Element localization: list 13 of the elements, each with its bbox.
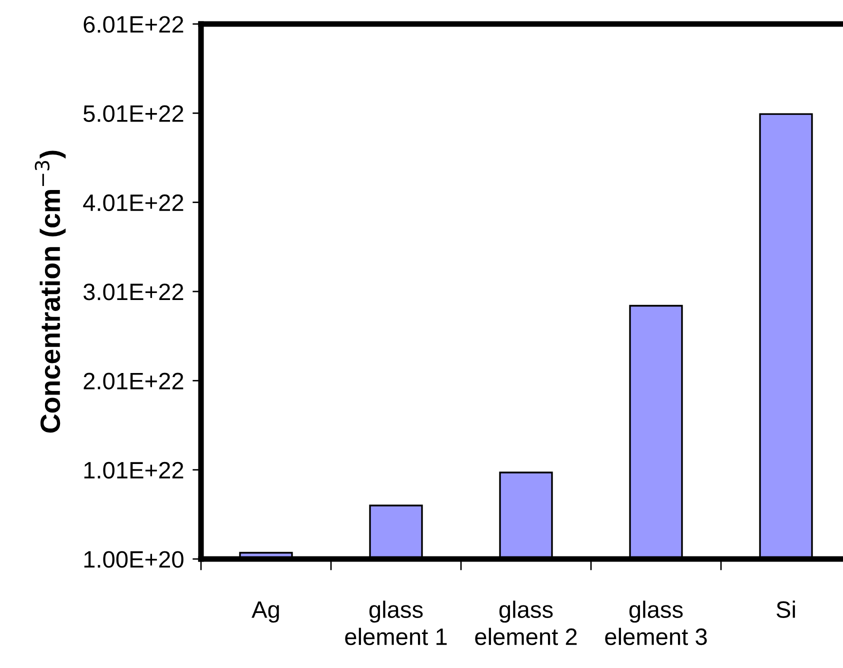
y-tick-label: 1.00E+20 bbox=[84, 551, 184, 568]
x-tick-label: glass element 3 bbox=[605, 600, 707, 646]
y-tick-label: 6.01E+22 bbox=[84, 16, 184, 33]
y-tick-label: 3.01E+22 bbox=[83, 284, 184, 300]
y-axis-title: Concentration (cm$^{−3}$) bbox=[34, 150, 66, 433]
x-tick-label: Ag bbox=[252, 602, 279, 623]
y-tick-label: 5.01E+22 bbox=[84, 105, 184, 122]
y-tick-label: 4.01E+22 bbox=[83, 194, 184, 212]
x-tick-label: Si bbox=[776, 600, 795, 618]
y-tick-label: 2.01E+22 bbox=[84, 372, 184, 390]
x-tick-label: glass element 2 bbox=[475, 600, 577, 646]
x-tick-label: glass element 1 bbox=[345, 600, 447, 646]
y-tick-label: 1.01E+22 bbox=[84, 462, 184, 479]
